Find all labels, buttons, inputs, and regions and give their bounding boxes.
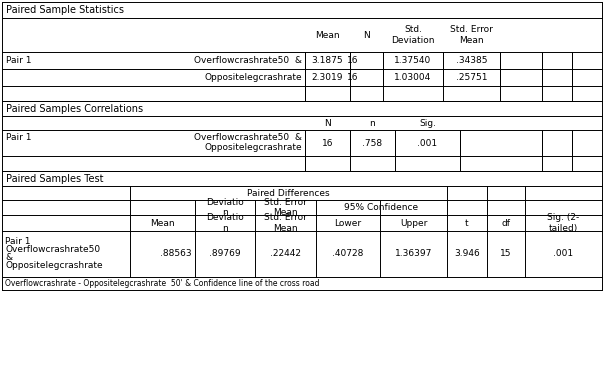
Text: Deviatio
n: Deviatio n: [206, 198, 244, 217]
Text: .25751: .25751: [456, 73, 487, 82]
Text: t: t: [465, 218, 469, 228]
Text: Sig. (2-
tailed): Sig. (2- tailed): [547, 213, 579, 233]
Text: 95% Confidence: 95% Confidence: [344, 203, 419, 212]
Text: .40728: .40728: [332, 249, 364, 259]
Text: Overflowcrashrate50  &: Overflowcrashrate50 &: [194, 134, 302, 142]
Text: Upper: Upper: [400, 218, 427, 228]
Text: N: N: [363, 31, 370, 39]
Text: Pair 1: Pair 1: [6, 134, 32, 142]
Text: Std.
Deviation: Std. Deviation: [391, 25, 435, 45]
Text: 1.36397: 1.36397: [395, 249, 432, 259]
Text: Std. Error
Mean: Std. Error Mean: [450, 25, 493, 45]
Text: .88563: .88563: [161, 249, 192, 259]
Text: 16: 16: [322, 138, 333, 148]
Text: Overflowcrashrate50  &: Overflowcrashrate50 &: [194, 56, 302, 65]
Text: .001: .001: [553, 249, 573, 259]
Text: .89769: .89769: [209, 249, 241, 259]
Text: 16: 16: [347, 56, 358, 65]
Text: Mean: Mean: [315, 31, 340, 39]
Text: 2.3019: 2.3019: [311, 73, 343, 82]
Text: 1.03004: 1.03004: [395, 73, 431, 82]
Text: Oppositelegcrashrate: Oppositelegcrashrate: [204, 73, 302, 82]
Text: 3.946: 3.946: [454, 249, 480, 259]
Text: Pair 1: Pair 1: [6, 56, 32, 65]
Text: 15: 15: [500, 249, 511, 259]
Text: Pair 1: Pair 1: [5, 238, 30, 246]
Text: .22442: .22442: [270, 249, 301, 259]
Text: Std. Error
Mean: Std. Error Mean: [264, 198, 307, 217]
Text: Lower: Lower: [335, 218, 362, 228]
Text: Paired Samples Test: Paired Samples Test: [6, 173, 104, 183]
Text: 16: 16: [347, 73, 358, 82]
Text: .758: .758: [362, 138, 382, 148]
Text: Paired Sample Statistics: Paired Sample Statistics: [6, 5, 124, 15]
Text: n: n: [370, 118, 375, 128]
Text: Sig.: Sig.: [419, 118, 436, 128]
Text: N: N: [324, 118, 331, 128]
Text: Paired Differences: Paired Differences: [247, 189, 330, 197]
Text: Oppositelegcrashrate: Oppositelegcrashrate: [204, 144, 302, 152]
Text: 1.37540: 1.37540: [395, 56, 431, 65]
Text: .001: .001: [418, 138, 438, 148]
Text: df: df: [502, 218, 510, 228]
Text: 3.1875: 3.1875: [311, 56, 344, 65]
Text: Overflowcrashrate50: Overflowcrashrate50: [5, 245, 100, 255]
Text: .34385: .34385: [456, 56, 487, 65]
Text: Mean: Mean: [150, 218, 175, 228]
Text: Paired Samples Correlations: Paired Samples Correlations: [6, 103, 143, 114]
Text: Oppositelegcrashrate: Oppositelegcrashrate: [5, 262, 102, 270]
Text: &: &: [5, 254, 12, 262]
Text: Std. Error
Mean: Std. Error Mean: [264, 213, 307, 233]
Text: Deviatio
n: Deviatio n: [206, 213, 244, 233]
Text: Overflowcrashrate - Oppositelegcrashrate  50' & Confidence line of the cross roa: Overflowcrashrate - Oppositelegcrashrate…: [5, 279, 319, 288]
